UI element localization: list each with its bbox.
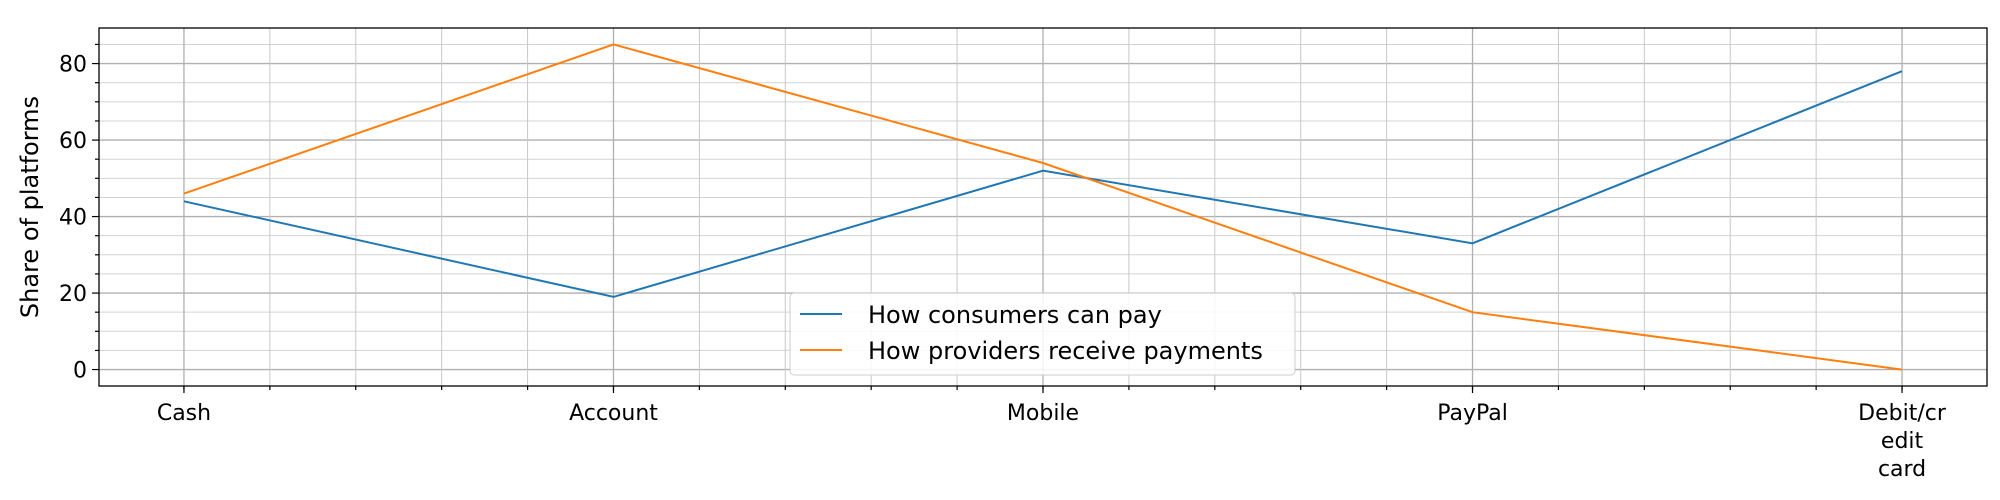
y-tick-label: 80 [59,53,87,78]
chart-grid [99,28,1987,386]
x-tick-label: Account [569,401,658,426]
chart-series [183,43,1903,371]
x-tick-label: Debit/cr edit card [1858,401,1947,482]
y-tick-label: 60 [59,129,87,154]
y-tick-label: 20 [59,282,87,307]
y-tick-label: 40 [59,206,87,231]
chart-legend: How consumers can pay How providers recei… [789,292,1296,376]
legend-box [789,292,1296,376]
legend-label: How consumers can pay [868,301,1162,329]
x-tick-label: PayPal [1437,401,1508,426]
series-line-1 [183,70,1903,298]
y-axis-label: Share of platforms [16,96,44,318]
y-tick-label: 0 [73,359,87,384]
series-line-2 [183,43,1903,371]
legend-label: How providers receive payments [868,337,1263,365]
x-tick-label: Mobile [1007,401,1079,426]
x-axis-ticks: Cash Account Mobile PayPal Debit/cr edit card [157,386,1947,482]
y-axis-ticks: 0 20 40 60 80 [59,43,99,384]
x-tick-label: Cash [157,401,211,426]
